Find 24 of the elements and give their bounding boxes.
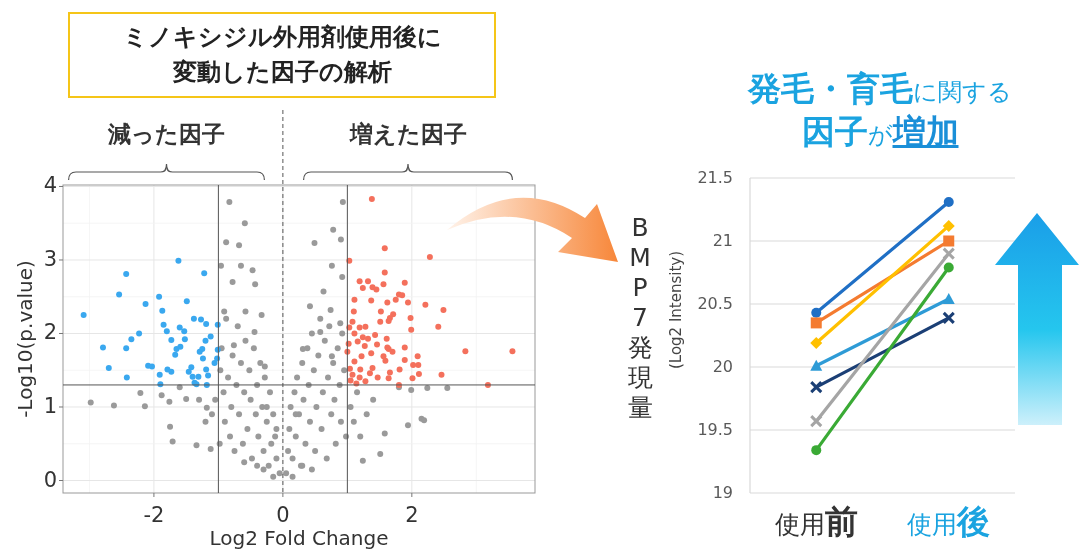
y-tick-label: 0 [43, 467, 57, 493]
x-tick-label: 2 [405, 503, 419, 528]
x-tick-label: 0 [276, 503, 290, 528]
y-tick-label: 21.5 [697, 168, 733, 188]
x-axis-title: Log2 Fold Change [209, 526, 389, 550]
y-tick-label: 20 [712, 357, 733, 377]
y-tick-label: 4 [43, 173, 57, 199]
text: 減った因子 [108, 121, 225, 148]
y-tick-label: 1 [43, 394, 57, 419]
text: 増えた因子 [349, 121, 467, 148]
x-tick-label: -2 [143, 503, 165, 528]
y-tick-label: 3 [43, 247, 57, 272]
y-tick-label: 19 [712, 483, 733, 503]
y-axis-title: BMP7発現量 [626, 213, 654, 423]
y-axis-title: -Log10(p.value) [13, 260, 37, 418]
chart-title: ミノキシジル外用剤使用後に変動した因子の解析 [68, 12, 496, 98]
y-tick-label: 19.5 [697, 420, 733, 440]
x-tick-label: 使用後 [907, 501, 991, 541]
text: (Log2 Intensity) [666, 250, 685, 370]
x-tick-label: 使用前 [774, 501, 858, 541]
y-tick-label: 21 [712, 231, 733, 251]
chart-title: 発毛・育毛に関する因子が増加 [748, 69, 1012, 151]
y-tick-label: 20.5 [697, 294, 733, 314]
y-tick-label: 2 [43, 320, 57, 346]
